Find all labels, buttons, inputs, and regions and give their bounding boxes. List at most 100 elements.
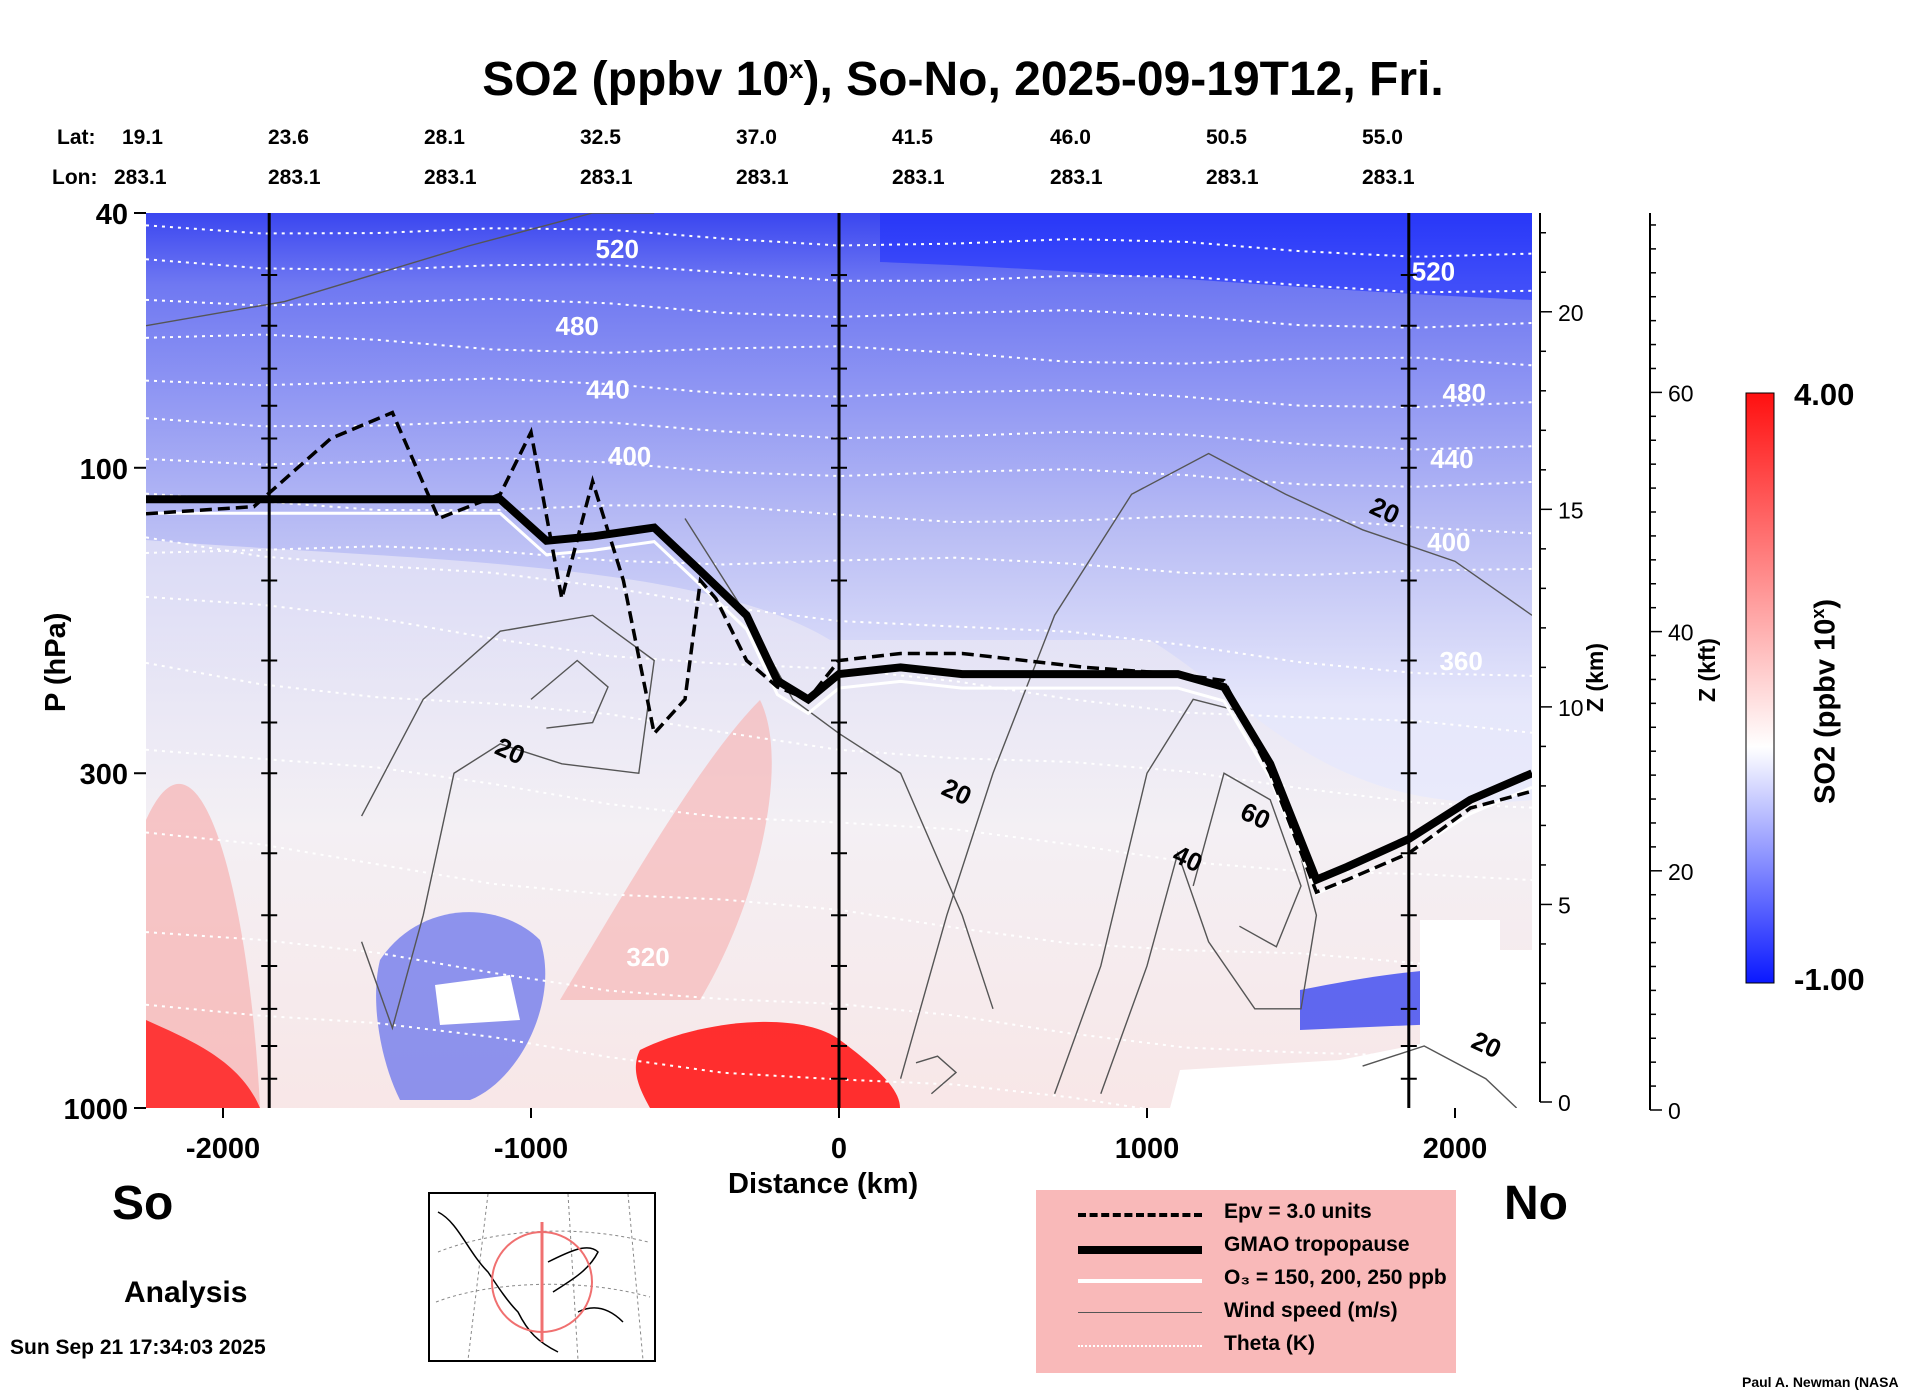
zkm-axis: 0 5 10 15 20 (1539, 213, 1584, 1116)
x-axis-label: Distance (km) (728, 1168, 919, 1200)
zkft-tick-label: 40 (1668, 620, 1694, 646)
chart-title: SO2 (ppbv 10x), So-No, 2025-09-19T12, Fr… (482, 53, 1444, 106)
pressure-tick-label: 300 (80, 759, 128, 791)
theta-label: 480 (1443, 378, 1486, 408)
zkm-tick-label: 15 (1558, 497, 1584, 523)
zkft-axis-label: Z (kft) (1694, 638, 1720, 702)
lat-value: 46.0 (1050, 126, 1091, 149)
lat-value: 55.0 (1362, 126, 1403, 149)
x-tick-label: 2000 (1423, 1133, 1488, 1165)
theta-label: 520 (596, 234, 639, 264)
legend-label: Wind speed (m/s) (1224, 1299, 1398, 1322)
lon-value: 283.1 (268, 166, 321, 189)
wind-contour (1192, 772, 1302, 948)
theta-label: 520 (1412, 257, 1455, 287)
credit: Paul A. Newman (NASA (1742, 1374, 1899, 1390)
legend-item: O₃ = 150, 200, 250 ppb (1036, 1264, 1456, 1296)
colorbar-min-label: -1.00 (1794, 962, 1865, 997)
legend-swatch (1078, 1345, 1202, 1347)
wind-contour (360, 614, 655, 1031)
north-label: No (1504, 1177, 1568, 1230)
theta-label: 400 (608, 441, 651, 471)
zkft-tick-label: 0 (1668, 1098, 1681, 1124)
timestamp: Sun Sep 21 17:34:03 2025 (10, 1336, 266, 1359)
red-patch-left (146, 783, 260, 1108)
legend-item: Epv = 3.0 units (1036, 1198, 1456, 1230)
y-axis-label: P (hPa) (40, 612, 72, 712)
colorbar-max-label: 4.00 (1794, 377, 1855, 412)
lon-value: 283.1 (892, 166, 945, 189)
lon-label: Lon: (52, 166, 98, 189)
legend-swatch (1078, 1246, 1202, 1254)
missing-data-patch (435, 975, 520, 1025)
legend-swatch (1078, 1279, 1202, 1283)
pressure-tick-label: 40 (96, 199, 128, 231)
wind-contour (530, 659, 609, 729)
zkm-axis-label: Z (km) (1582, 643, 1608, 712)
wind-contour (1362, 1045, 1518, 1108)
lat-value: 23.6 (268, 126, 309, 149)
tropopause-line (146, 495, 1532, 885)
theta-labels: 520 480 440 400 320 520 480 440 400 360 (556, 234, 1486, 972)
lon-value: 283.1 (580, 166, 633, 189)
x-tick-label: 0 (831, 1133, 847, 1165)
zkm-tick-label: 10 (1558, 695, 1584, 721)
lat-value: 19.1 (122, 126, 163, 149)
legend-swatch (1078, 1213, 1202, 1217)
colorbar-label: SO2 (ppbv 10x) (1808, 598, 1842, 804)
theta-label: 440 (1430, 444, 1473, 474)
lat-value: 41.5 (892, 126, 933, 149)
map-longitude-lines (467, 1193, 644, 1361)
pressure-tick-label: 100 (80, 454, 128, 486)
high-so2-low-value-band (880, 213, 1532, 300)
red-plume-center (560, 700, 772, 1000)
theta-line (146, 661, 1532, 809)
lon-value: 283.1 (114, 166, 167, 189)
lat-value: 32.5 (580, 126, 621, 149)
wind-contour (146, 213, 655, 327)
legend-item: Theta (K) (1036, 1330, 1456, 1362)
zkft-tick-label: 20 (1668, 859, 1694, 885)
zkm-tick-label: 20 (1558, 300, 1584, 326)
theta-label: 360 (1439, 646, 1482, 676)
pressure-tick-label: 1000 (63, 1094, 128, 1126)
section-marker-lines (261, 213, 1417, 1108)
pressure-axis-ticks: 40 100 300 1000 (63, 199, 146, 1126)
lon-value: 283.1 (736, 166, 789, 189)
lon-value: 283.1 (1206, 166, 1259, 189)
x-tick-label: -2000 (186, 1133, 260, 1165)
wind-contour (1053, 698, 1318, 1094)
x-tick-label: -1000 (494, 1133, 568, 1165)
theta-label: 480 (556, 311, 599, 341)
analysis-label: Analysis (124, 1276, 248, 1309)
wind-contour (915, 1055, 958, 1095)
x-tick-label: 1000 (1115, 1133, 1180, 1165)
south-label: So (112, 1177, 174, 1230)
theta-label: 400 (1427, 527, 1470, 557)
colorbar (1745, 392, 1775, 984)
legend-label: Epv = 3.0 units (1224, 1200, 1372, 1223)
lon-value: 283.1 (424, 166, 477, 189)
zkm-tick-label: 5 (1558, 892, 1571, 918)
lon-value: 283.1 (1362, 166, 1415, 189)
locator-map (428, 1192, 656, 1362)
legend-label: O₃ = 150, 200, 250 ppb (1224, 1266, 1447, 1289)
x-axis-ticks: -2000 -1000 0 1000 2000 (186, 1108, 1487, 1165)
lat-value: 37.0 (736, 126, 777, 149)
lat-label: Lat: (57, 126, 96, 149)
legend-item: GMAO tropopause (1036, 1231, 1456, 1263)
zkft-axis: 0 20 40 60 (1649, 213, 1694, 1124)
missing-data-surface-right-2 (1420, 920, 1532, 1108)
legend-label: GMAO tropopause (1224, 1233, 1410, 1256)
legend-swatch (1078, 1312, 1202, 1313)
red-patch-surface-center (635, 1021, 900, 1108)
theta-label: 320 (626, 942, 669, 972)
legend-item: Wind speed (m/s) (1036, 1297, 1456, 1329)
legend-label: Theta (K) (1224, 1332, 1315, 1355)
lat-value: 28.1 (424, 126, 465, 149)
lat-value: 50.5 (1206, 126, 1247, 149)
legend: Epv = 3.0 units GMAO tropopause O₃ = 150, … (1036, 1190, 1456, 1373)
zkft-tick-label: 60 (1668, 380, 1694, 406)
theta-label: 440 (586, 375, 629, 405)
